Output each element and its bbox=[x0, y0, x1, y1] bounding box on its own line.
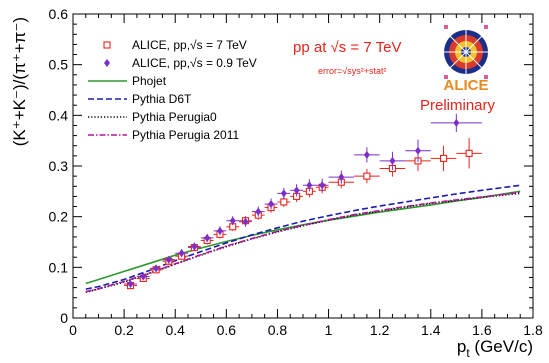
legend-marker bbox=[104, 59, 110, 67]
preliminary-label: Preliminary bbox=[420, 97, 496, 114]
data-point bbox=[127, 280, 134, 289]
data-point bbox=[165, 255, 172, 264]
data-point bbox=[415, 146, 421, 155]
data-point bbox=[204, 233, 211, 242]
data-point bbox=[268, 200, 275, 208]
legend-label: Pythia Perugia 2011 bbox=[132, 128, 240, 142]
energy-annotation: pp at √s = 7 TeV bbox=[293, 39, 401, 56]
legend-label: ALICE, pp,√s = 7 TeV bbox=[132, 38, 247, 52]
data-point bbox=[363, 172, 371, 180]
x-tick-label: 1.4 bbox=[421, 322, 441, 338]
data-point bbox=[255, 207, 262, 216]
legend-marker bbox=[103, 41, 111, 49]
legend-label: Pythia Perugia0 bbox=[132, 110, 217, 124]
data-point bbox=[178, 249, 185, 258]
data-point bbox=[453, 118, 460, 127]
data-point bbox=[363, 150, 370, 159]
data-point bbox=[280, 198, 288, 206]
alice-logo: ALICE bbox=[444, 25, 489, 94]
data-point bbox=[153, 264, 160, 273]
x-axis-label-unit: (GeV/c) bbox=[470, 337, 533, 356]
legend-label: ALICE, pp,√s = 0.9 TeV bbox=[132, 56, 257, 70]
y-tick-label: 0.6 bbox=[49, 6, 69, 22]
x-axis-label: pt (GeV/c) bbox=[457, 337, 533, 360]
y-axis-label: (K⁺+K⁻)/(π⁺+π⁻) bbox=[10, 17, 29, 146]
curve-phojet bbox=[85, 190, 521, 285]
y-tick-label: 0.5 bbox=[49, 57, 69, 73]
y-tick-label: 0.1 bbox=[49, 259, 69, 275]
legend-label: Phojet bbox=[132, 74, 167, 88]
data-point bbox=[229, 216, 236, 225]
data-point bbox=[319, 181, 326, 190]
tick-marks bbox=[72, 13, 534, 319]
y-tick-label: 0 bbox=[60, 310, 68, 326]
data-point bbox=[191, 242, 198, 251]
legend-label: Pythia D6T bbox=[132, 92, 192, 106]
curve-pythia-d6t bbox=[85, 184, 521, 290]
data-point bbox=[242, 217, 249, 226]
data-point bbox=[440, 154, 448, 162]
error-note: error=√sys²+stat² bbox=[318, 66, 386, 76]
data-point bbox=[280, 189, 287, 198]
legend: ALICE, pp,√s = 7 TeV ALICE, pp,√s = 0.9 T… bbox=[88, 38, 257, 142]
x-tick-label: 1.6 bbox=[472, 322, 492, 338]
data-point bbox=[293, 186, 300, 195]
data-point bbox=[140, 272, 147, 281]
x-tick-label: 1.8 bbox=[523, 322, 543, 338]
alice-logo-text: ALICE bbox=[444, 77, 489, 94]
data-point bbox=[465, 149, 473, 157]
y-tick-label: 0.4 bbox=[49, 107, 69, 123]
x-tick-label: 0.6 bbox=[217, 322, 237, 338]
y-tick-label: 0.3 bbox=[49, 158, 69, 174]
x-axis-label-sub: t bbox=[466, 346, 470, 360]
data-points bbox=[124, 113, 482, 290]
data-point bbox=[216, 226, 223, 235]
x-tick-label: 1 bbox=[325, 322, 333, 338]
data-point bbox=[306, 181, 313, 190]
x-axis-label-main: p bbox=[457, 337, 466, 356]
x-tick-label: 0.2 bbox=[114, 322, 134, 338]
x-tick-label: 1.2 bbox=[370, 322, 390, 338]
data-point bbox=[389, 156, 396, 165]
alice-detector-emblem bbox=[444, 25, 488, 79]
tick-labels: 0 0.2 0.4 0.6 0.8 1 1.2 1.4 1.6 1.8 0 0.1 0.2 0.3 0.4 0… bbox=[49, 6, 543, 338]
y-tick-label: 0.2 bbox=[49, 209, 69, 225]
data-point bbox=[338, 173, 345, 182]
model-curves bbox=[85, 184, 521, 293]
x-tick-label: 0.4 bbox=[165, 322, 185, 338]
curve-pythia-perugia-2011 bbox=[85, 191, 521, 293]
x-tick-label: 0 bbox=[69, 322, 77, 338]
x-tick-label: 0.8 bbox=[268, 322, 288, 338]
